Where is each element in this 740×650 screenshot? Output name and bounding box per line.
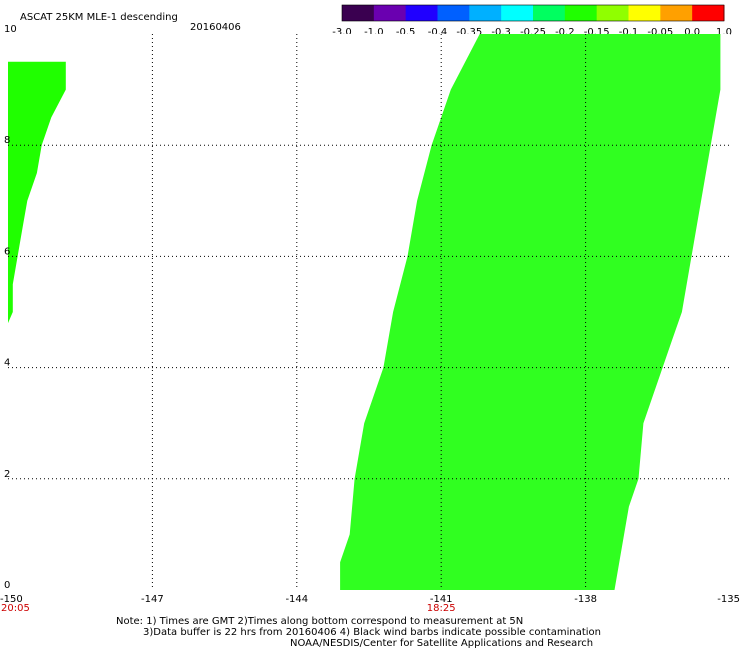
colorbar-tick-label: -0.3 bbox=[491, 27, 511, 38]
x-tick-label: -150 bbox=[0, 594, 23, 605]
colorbar-segment bbox=[628, 5, 661, 21]
colorbar-segment bbox=[501, 5, 534, 21]
colorbar-tick-label: -0.05 bbox=[647, 27, 673, 38]
x-tick-label: -138 bbox=[574, 594, 597, 605]
colorbar-segment bbox=[342, 5, 375, 21]
colorbar-tick-label: -0.15 bbox=[584, 27, 610, 38]
colorbar-border bbox=[341, 4, 725, 22]
map-date: 20160406 bbox=[190, 22, 241, 33]
colorbar-tick-label: -0.1 bbox=[619, 27, 639, 38]
note-line-2: 3)Data buffer is 22 hrs from 20160406 4)… bbox=[143, 627, 601, 638]
colorbar-segment bbox=[405, 5, 438, 21]
y-tick-label: 6 bbox=[4, 246, 10, 257]
colorbar-tick-label: -0.35 bbox=[456, 27, 482, 38]
time-label: 20:05 bbox=[1, 603, 30, 614]
y-tick-label: 2 bbox=[4, 469, 10, 480]
colorbar-tick-label: -0.5 bbox=[396, 27, 416, 38]
time-labels: 20:05 18:25 bbox=[1, 603, 456, 614]
note-line-3: NOAA/NESDIS/Center for Satellite Applica… bbox=[290, 638, 594, 649]
colorbar-tick-label: -1.0 bbox=[364, 27, 384, 38]
x-tick-label: -141 bbox=[430, 594, 453, 605]
note-line-1: Note: 1) Times are GMT 2)Times along bot… bbox=[116, 616, 524, 627]
colorbar-segment bbox=[596, 5, 629, 21]
time-label: 18:25 bbox=[427, 603, 456, 614]
y-tick-label: 0 bbox=[4, 580, 10, 591]
x-tick-label: -144 bbox=[285, 594, 308, 605]
axis-labels: -150 -147 -144 -141 -138 -135 0 2 4 6 8 10 bbox=[0, 24, 740, 605]
colorbar-tick-label: -0.4 bbox=[428, 27, 448, 38]
colorbar-segment bbox=[469, 5, 502, 21]
colorbar bbox=[341, 4, 725, 22]
colorbar-segment bbox=[437, 5, 470, 21]
eastern-swath bbox=[340, 34, 721, 590]
colorbar-tick-label: -3.0 bbox=[332, 27, 352, 38]
x-tick-label: -147 bbox=[141, 594, 164, 605]
colorbar-tick-label: -0.25 bbox=[520, 27, 546, 38]
colorbar-segment bbox=[692, 5, 725, 21]
colorbar-tick-label: -0.2 bbox=[555, 27, 575, 38]
x-tick-label: -135 bbox=[717, 594, 740, 605]
colorbar-segment bbox=[533, 5, 566, 21]
swath-layer bbox=[8, 34, 721, 590]
y-tick-label: 10 bbox=[4, 24, 17, 35]
colorbar-segment bbox=[660, 5, 693, 21]
colorbar-segment bbox=[373, 5, 407, 21]
colorbar-ticks: -3.0 -1.0 -0.5 -0.4 -0.35 -0.3 -0.25 -0.2 -0.15-… bbox=[332, 27, 732, 38]
map-title: ASCAT 25KM MLE-1 descending bbox=[20, 12, 178, 23]
colorbar-segment bbox=[564, 5, 598, 21]
y-tick-label: 4 bbox=[4, 358, 10, 369]
colorbar-tick-label: 1.0 bbox=[716, 27, 732, 38]
colorbar-tick-label: 0.0 bbox=[684, 27, 700, 38]
y-tick-label: 8 bbox=[4, 135, 10, 146]
grid-lines bbox=[8, 34, 730, 590]
western-swath bbox=[8, 61, 66, 324]
